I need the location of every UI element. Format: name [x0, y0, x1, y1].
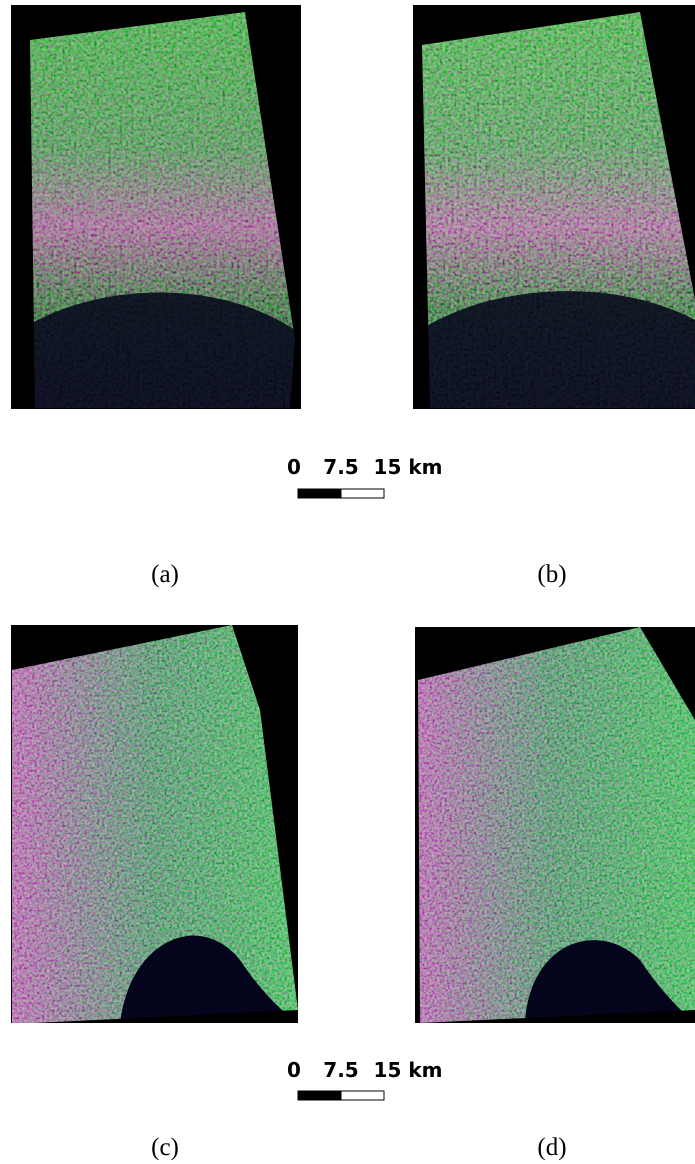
- scale-label: 7.5: [323, 1058, 358, 1082]
- scale-label: 15 km: [374, 1058, 443, 1082]
- scale-label: 0: [287, 455, 301, 479]
- panel-label: (b): [537, 561, 566, 588]
- image-d: [415, 627, 695, 1023]
- panel-label: (c): [151, 1134, 179, 1161]
- image-a: [11, 5, 301, 409]
- scale-bar: 0 7.5 15 km: [287, 455, 442, 498]
- figure: 0 7.5 15 km 0 7.5 15 km (a) (b) (c) (d): [0, 0, 695, 1164]
- image-c: [11, 625, 298, 1023]
- scale-label: 15 km: [374, 455, 443, 479]
- scale-label: 7.5: [323, 455, 358, 479]
- panel-label: (d): [537, 1134, 566, 1161]
- panel-label: (a): [151, 561, 179, 588]
- scale-label: 0: [287, 1058, 301, 1082]
- scale-bar: 0 7.5 15 km: [287, 1058, 442, 1100]
- image-b: [413, 5, 695, 409]
